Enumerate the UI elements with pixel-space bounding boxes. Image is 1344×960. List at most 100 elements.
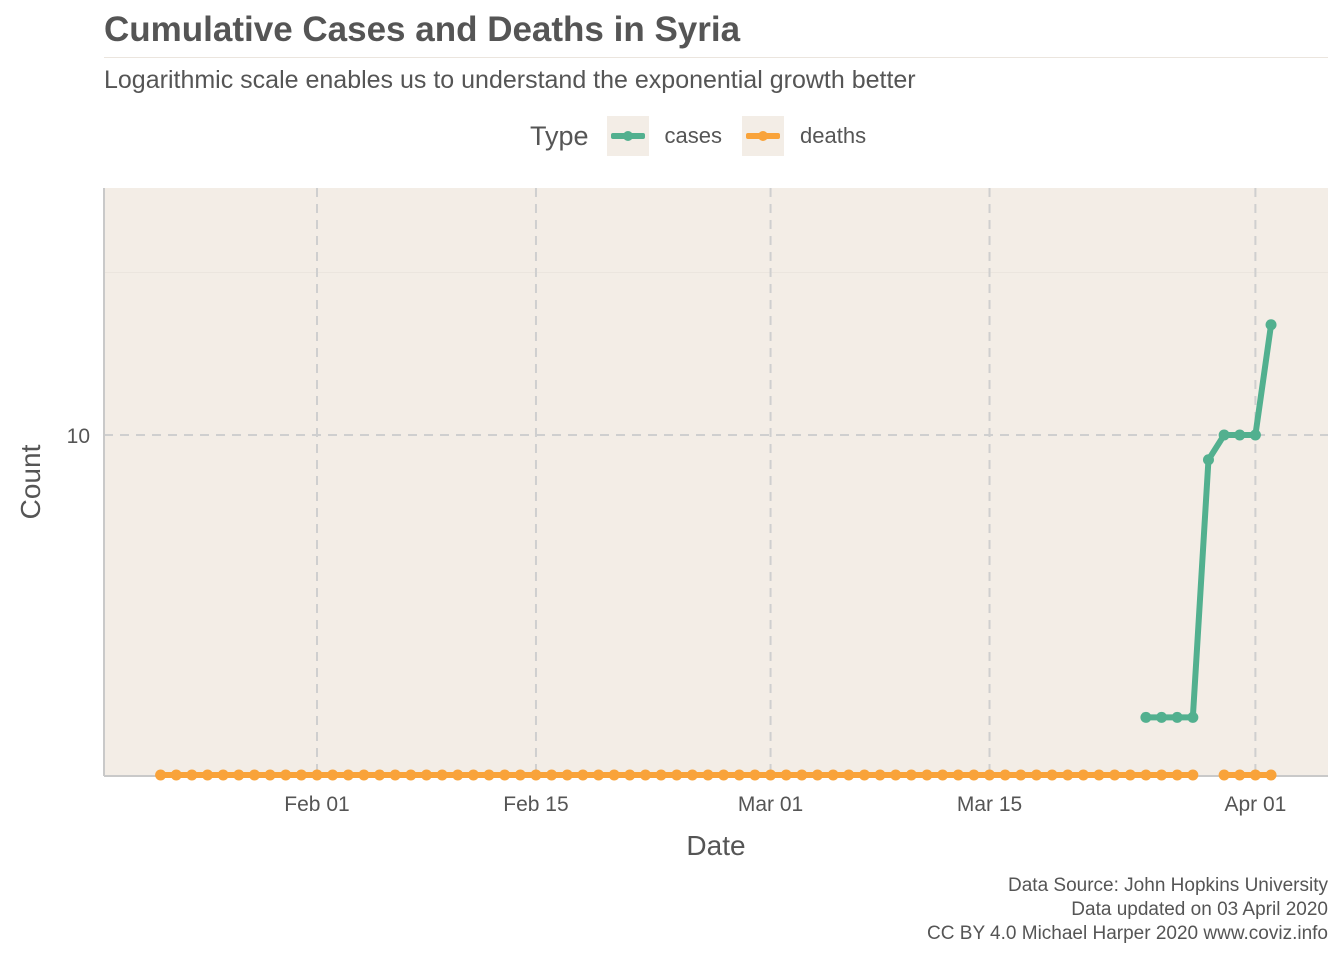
data-point-deaths [483,769,495,781]
data-point-deaths [765,769,777,781]
data-point-deaths [796,769,808,781]
data-point-deaths [843,769,855,781]
y-axis-title: Count [15,444,46,519]
data-point-deaths [1015,769,1027,781]
data-point-deaths [561,769,573,781]
x-tick-label: Mar 15 [957,793,1022,816]
data-point-deaths [530,769,542,781]
data-point-deaths [984,769,996,781]
data-point-deaths [624,769,636,781]
data-point-deaths [639,769,651,781]
data-point-deaths [749,769,761,781]
data-point-deaths [1156,769,1168,781]
data-point-deaths [1171,769,1183,781]
data-point-deaths [827,769,839,781]
data-point-deaths [1234,769,1246,781]
data-point-deaths [1187,769,1199,781]
legend-key-deaths [742,116,785,156]
data-point-deaths [718,769,730,781]
data-point-deaths [921,769,933,781]
data-point-cases [1218,429,1230,441]
data-point-deaths [1046,769,1058,781]
data-point-deaths [389,769,401,781]
chart-title: Cumulative Cases and Deaths in Syria [104,10,741,49]
x-tick-label: Feb 01 [284,793,349,816]
chart-subtitle: Logarithmic scale enables us to understa… [104,66,916,94]
data-point-deaths [420,769,432,781]
caption-license: CC BY 4.0 Michael Harper 2020 www.coviz.… [927,923,1328,944]
data-point-deaths [905,769,917,781]
data-point-deaths [1077,769,1089,781]
x-tick-label: Feb 15 [503,793,568,816]
data-point-deaths [374,769,386,781]
data-point-deaths [233,769,245,781]
plot-panel [104,188,1328,776]
data-point-deaths [593,769,605,781]
data-point-deaths [280,769,292,781]
data-point-deaths [546,769,558,781]
x-tick-label: Apr 01 [1224,793,1286,816]
data-point-deaths [1218,769,1230,781]
legend-label-cases: cases [664,123,723,148]
data-point-deaths [1265,769,1277,781]
data-point-deaths [342,769,354,781]
x-axis-title: Date [686,830,745,861]
data-point-cases [1234,429,1246,441]
data-point-deaths [890,769,902,781]
data-point-deaths [1030,769,1042,781]
data-point-deaths [937,769,949,781]
data-point-deaths [811,769,823,781]
data-point-deaths [295,769,307,781]
data-point-deaths [170,769,182,781]
data-point-deaths [733,769,745,781]
data-point-deaths [1140,769,1152,781]
data-point-cases [1249,429,1261,441]
legend: Type cases deaths [530,116,886,156]
data-point-deaths [968,769,980,781]
data-point-deaths [577,769,589,781]
data-point-deaths [1062,769,1074,781]
data-point-deaths [858,769,870,781]
data-point-deaths [514,769,526,781]
data-point-cases [1140,711,1152,723]
data-point-deaths [1124,769,1136,781]
data-point-deaths [1249,769,1261,781]
caption: Data Source: John Hopkins University Dat… [927,874,1328,946]
data-point-deaths [264,769,276,781]
data-point-deaths [608,769,620,781]
data-point-deaths [155,769,167,781]
data-point-deaths [780,769,792,781]
data-point-deaths [202,769,214,781]
data-point-cases [1202,454,1214,466]
data-point-cases [1265,319,1277,331]
caption-updated: Data updated on 03 April 2020 [1071,899,1328,920]
data-point-deaths [1093,769,1105,781]
data-point-deaths [358,769,370,781]
legend-title: Type [530,120,589,151]
data-point-deaths [311,769,323,781]
data-point-deaths [952,769,964,781]
data-point-deaths [327,769,339,781]
data-point-cases [1156,711,1168,723]
data-point-deaths [499,769,511,781]
x-tick-label: Mar 01 [738,793,803,816]
data-point-deaths [671,769,683,781]
legend-label-deaths: deaths [800,123,867,148]
data-point-deaths [1109,769,1121,781]
data-point-deaths [874,769,886,781]
legend-key-cases [606,116,649,156]
data-point-deaths [686,769,698,781]
y-tick-label: 10 [67,425,90,448]
data-point-deaths [217,769,229,781]
data-point-deaths [452,769,464,781]
caption-source: Data Source: John Hopkins University [1008,875,1328,896]
data-point-deaths [655,769,667,781]
data-point-deaths [186,769,198,781]
data-point-deaths [702,769,714,781]
data-point-cases [1187,711,1199,723]
data-point-deaths [248,769,260,781]
data-point-deaths [405,769,417,781]
data-point-deaths [467,769,479,781]
data-point-deaths [999,769,1011,781]
